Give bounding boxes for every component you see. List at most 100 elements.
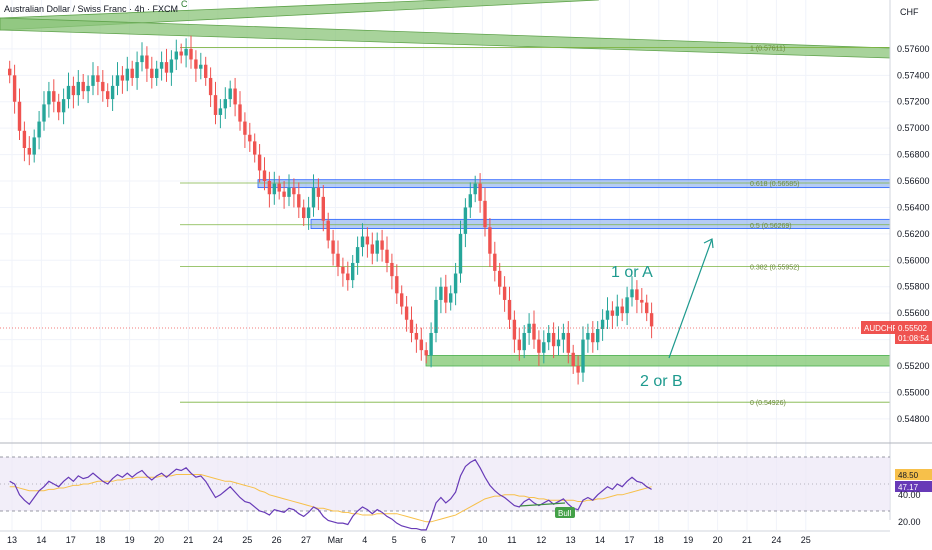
- candle-body: [277, 183, 281, 192]
- candle-body: [409, 319, 414, 333]
- candle-body: [311, 187, 316, 208]
- rsi-tick-20: 20.00: [898, 517, 921, 527]
- candle-body: [561, 332, 566, 340]
- support-zone: [425, 355, 891, 367]
- candle-body: [130, 68, 134, 78]
- candle-body: [625, 297, 629, 314]
- candles: [8, 35, 654, 385]
- candle-body: [8, 68, 12, 76]
- candle-body: [424, 350, 428, 356]
- time-tick-label: 21: [742, 535, 752, 545]
- candle-body: [640, 299, 644, 303]
- candle-body: [115, 75, 120, 86]
- trendline-band-upper[interactable]: [0, 0, 600, 31]
- candle-body: [630, 289, 634, 298]
- candle-body: [429, 332, 433, 356]
- wave-c-label: C: [181, 0, 188, 9]
- price-axis[interactable]: CHF 0.576000.574000.572000.570000.568000…: [889, 0, 932, 550]
- time-tick-label: 19: [683, 535, 693, 545]
- rsi-tick-40: 40.00: [898, 490, 921, 500]
- candle-body: [566, 332, 570, 353]
- projection-arrow[interactable]: [668, 238, 714, 359]
- candle-body: [434, 299, 438, 333]
- candle-body: [248, 134, 252, 142]
- rsi-pane[interactable]: Bull 48.50 47.17 40.00 20.00: [0, 456, 932, 531]
- candle-body: [12, 75, 17, 102]
- time-tick-label: 10: [477, 535, 487, 545]
- price-tick-label: 0.55200: [897, 361, 930, 371]
- candle-body: [213, 95, 218, 115]
- candle-body: [47, 91, 51, 105]
- price-tick-label: 0.56600: [897, 176, 930, 186]
- candle-body: [542, 342, 546, 353]
- candle-body: [493, 253, 497, 271]
- price-tick-label: 0.55800: [897, 282, 930, 292]
- time-tick-label: 20: [713, 535, 723, 545]
- candle-body: [498, 270, 502, 287]
- candle-body: [610, 310, 615, 316]
- candle-body: [444, 286, 448, 303]
- candle-body: [512, 319, 517, 340]
- candle-body: [66, 85, 71, 100]
- candle-body: [600, 319, 605, 330]
- candle-body: [106, 91, 110, 100]
- candle-body: [233, 88, 237, 105]
- price-badge: AUDCHF 0.55502 01:08:54: [861, 321, 932, 344]
- bull-tag: Bull: [558, 509, 572, 518]
- wave-label-a: 1 or A: [611, 264, 653, 281]
- candle-body: [155, 68, 159, 78]
- candle-body: [341, 266, 345, 274]
- candle-body: [649, 313, 654, 327]
- candle-body: [208, 77, 213, 96]
- resistance-zone-lower: [310, 218, 891, 229]
- candle-body: [365, 236, 370, 245]
- time-tick-label: Mar: [328, 535, 344, 545]
- candle-body: [184, 48, 188, 56]
- candle-body: [91, 75, 95, 86]
- candle-body: [272, 183, 276, 195]
- candle-body: [336, 253, 340, 267]
- candle-body: [238, 104, 242, 122]
- candle-body: [267, 181, 272, 195]
- candle-body: [620, 306, 624, 314]
- candle-body: [71, 85, 76, 96]
- wave-label-b: 2 or B: [640, 373, 683, 390]
- time-ticks: 13 14 17 18 19 20 21 24 25 26 27 Mar 4 5 6 7 10 11 12 13 14 1…: [7, 535, 811, 545]
- time-tick-label: 13: [7, 535, 17, 545]
- candle-body: [96, 75, 100, 82]
- time-tick-label: 11: [507, 535, 516, 545]
- candle-body: [551, 332, 556, 347]
- candle-body: [223, 99, 227, 109]
- candle-body: [605, 310, 610, 320]
- candle-body: [370, 244, 374, 254]
- candle-body: [547, 332, 551, 343]
- time-tick-label: 27: [301, 535, 311, 545]
- rsi-divergence-line: [519, 502, 566, 507]
- candle-body: [52, 91, 56, 102]
- candle-body: [282, 191, 286, 197]
- price-tick-label: 0.57000: [897, 123, 930, 133]
- candle-body: [297, 194, 301, 208]
- candle-body: [287, 187, 291, 197]
- candle-body: [507, 299, 512, 320]
- candle-body: [537, 339, 541, 353]
- price-tick-label: 0.56200: [897, 229, 930, 239]
- candle-body: [110, 85, 115, 100]
- candle-body: [218, 108, 223, 115]
- time-tick-label: 4: [362, 535, 367, 545]
- candle-body: [522, 332, 526, 351]
- price-badge-countdown: 01:08:54: [898, 334, 930, 343]
- candle-body: [591, 332, 595, 343]
- candle-body: [478, 183, 482, 201]
- time-tick-label: 14: [36, 535, 46, 545]
- price-tick-label: 0.57400: [897, 70, 930, 80]
- candle-body: [419, 339, 423, 351]
- candle-body: [120, 75, 125, 81]
- price-badge-value: 0.55502: [898, 324, 927, 333]
- fib-retracement[interactable]: 1 (0.57611) 0.618 (0.56585) 0.5 (0.56269) 0…: [180, 45, 890, 407]
- candle-body: [449, 293, 453, 303]
- time-axis[interactable]: 13 14 17 18 19 20 21 24 25 26 27 Mar 4 5 6 7 10 11 12 13 14 1…: [0, 530, 890, 545]
- candle-body: [61, 99, 66, 113]
- candle-body: [596, 329, 600, 343]
